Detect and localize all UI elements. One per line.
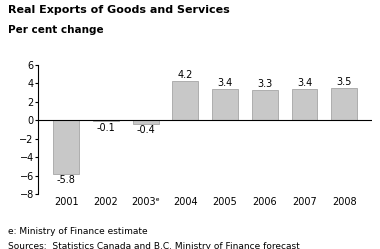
- Bar: [173, 81, 198, 120]
- Text: 3.3: 3.3: [257, 79, 272, 89]
- Bar: [331, 88, 357, 120]
- Text: -5.8: -5.8: [57, 175, 76, 185]
- Text: 3.5: 3.5: [337, 77, 352, 87]
- Text: 3.4: 3.4: [217, 78, 233, 88]
- Bar: [252, 90, 278, 120]
- Text: -0.4: -0.4: [136, 125, 155, 135]
- Text: 4.2: 4.2: [177, 70, 193, 80]
- Text: -0.1: -0.1: [97, 123, 115, 132]
- Bar: [93, 120, 119, 121]
- Bar: [133, 120, 158, 124]
- Bar: [212, 89, 238, 120]
- Text: Real Exports of Goods and Services: Real Exports of Goods and Services: [8, 5, 230, 15]
- Bar: [53, 120, 79, 174]
- Bar: [291, 89, 317, 120]
- Text: 3.4: 3.4: [297, 78, 312, 88]
- Text: Sources:  Statistics Canada and B.C. Ministry of Finance forecast: Sources: Statistics Canada and B.C. Mini…: [8, 242, 299, 249]
- Text: e: Ministry of Finance estimate: e: Ministry of Finance estimate: [8, 227, 147, 236]
- Text: Per cent change: Per cent change: [8, 25, 103, 35]
